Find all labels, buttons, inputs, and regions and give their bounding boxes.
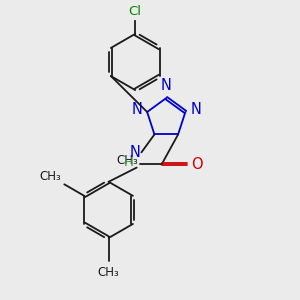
Text: Cl: Cl <box>129 4 142 18</box>
Text: CH₃: CH₃ <box>40 170 61 183</box>
Text: N: N <box>161 78 172 93</box>
Text: CH₃: CH₃ <box>98 266 119 279</box>
Text: N: N <box>132 102 143 117</box>
Text: H: H <box>124 156 133 170</box>
Text: N: N <box>191 102 202 117</box>
Text: O: O <box>191 157 203 172</box>
Text: N: N <box>130 146 141 160</box>
Text: CH₃: CH₃ <box>116 154 138 167</box>
